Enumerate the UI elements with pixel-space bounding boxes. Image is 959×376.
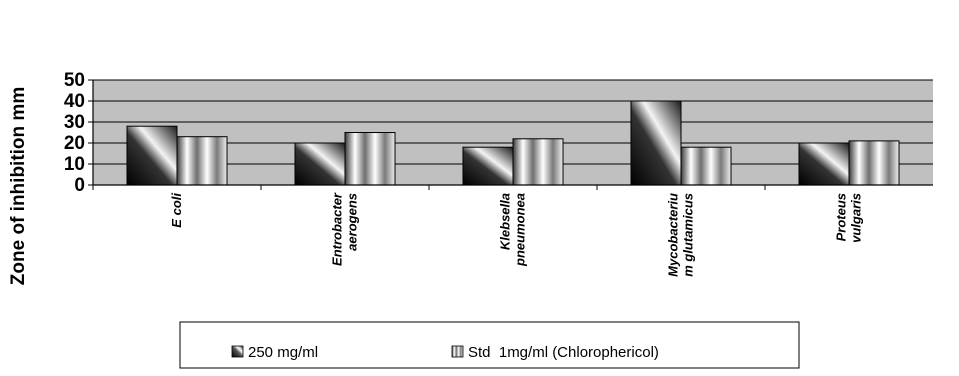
x-tick-label: Proteusvulgaris xyxy=(834,193,864,243)
bar-series-1 xyxy=(630,100,682,186)
bar-series-2 xyxy=(512,138,564,186)
x-tick-label: Klebsellapneumonea xyxy=(498,193,528,267)
x-tick-label: Mycobacterium glutamicus xyxy=(666,193,696,277)
bar-series-2 xyxy=(680,146,732,186)
bar-series-2 xyxy=(848,140,900,186)
legend-label-series-1: 250 mg/ml xyxy=(248,344,318,361)
y-tick-label: 10 xyxy=(64,154,85,175)
bar-series-1 xyxy=(126,125,178,186)
bars xyxy=(126,100,900,186)
x-axis-ticks: E coli Entrobacteraerogens Klebsellapneumo… xyxy=(92,185,864,277)
y-tick-label: 0 xyxy=(74,175,85,196)
y-tick-label: 50 xyxy=(64,70,85,91)
legend: 250 mg/ml Std 1mg/ml (Chlorophericol) xyxy=(179,321,800,369)
legend-label-series-2: Std 1mg/ml (Chlorophericol) xyxy=(468,344,659,361)
y-tick-label: 20 xyxy=(64,133,85,154)
legend-box xyxy=(179,321,800,369)
bar-series-1 xyxy=(462,146,514,186)
y-tick-label: 30 xyxy=(64,112,85,133)
x-tick-label: Entrobacteraerogens xyxy=(330,192,360,266)
bar-series-2 xyxy=(176,136,228,186)
x-tick-label: E coli xyxy=(169,193,184,228)
bar-series-2 xyxy=(344,132,396,186)
y-axis-label: Zone of inhibition mm xyxy=(8,87,29,285)
legend-swatch-series-1 xyxy=(231,345,244,358)
bar-series-1 xyxy=(294,142,346,186)
bar-series-1 xyxy=(798,142,850,186)
legend-swatch-series-2 xyxy=(451,345,464,358)
y-tick-label: 40 xyxy=(64,91,85,112)
